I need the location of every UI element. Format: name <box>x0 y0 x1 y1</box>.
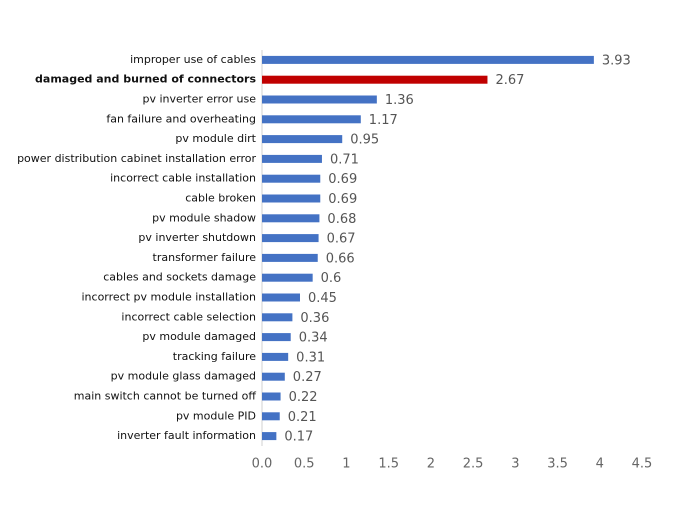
bar <box>262 75 488 84</box>
x-tick-label: 3.5 <box>547 457 568 472</box>
bar <box>262 135 343 144</box>
data-label: 0.67 <box>327 232 356 247</box>
y-tick-label: damaged and burned of connectors <box>35 73 256 86</box>
bar <box>262 313 293 322</box>
y-tick-label: cable broken <box>185 192 256 205</box>
y-tick-label: pv inverter error use <box>142 93 256 106</box>
data-label: 0.69 <box>328 192 357 207</box>
bar <box>262 234 319 243</box>
y-tick-label: inverter fault information <box>117 429 256 442</box>
x-tick-label: 0.0 <box>252 457 273 472</box>
x-tick-label: 1.5 <box>378 457 399 472</box>
y-tick-label: incorrect pv module installation <box>82 291 257 304</box>
y-tick-label: pv module damaged <box>142 330 256 343</box>
y-tick-label: pv module dirt <box>175 132 256 145</box>
bar <box>262 392 281 401</box>
bar <box>262 372 285 381</box>
bar <box>262 293 300 302</box>
y-tick-label: improper use of cables <box>130 53 256 66</box>
data-label: 0.69 <box>328 172 357 187</box>
bar <box>262 253 318 262</box>
data-label: 0.17 <box>284 430 313 445</box>
bar <box>262 115 361 124</box>
data-label: 0.34 <box>299 331 328 346</box>
bar <box>262 432 277 441</box>
y-tick-label: pv inverter shutdown <box>138 231 256 244</box>
bar <box>262 174 321 183</box>
x-tick-label: 4.5 <box>632 457 653 472</box>
y-tick-label: fan failure and overheating <box>106 112 256 125</box>
x-tick-label: 2 <box>427 457 435 472</box>
x-tick-label: 3 <box>511 457 519 472</box>
data-label: 0.71 <box>330 152 359 167</box>
bar <box>262 194 321 203</box>
y-tick-label: power distribution cabinet installation … <box>17 152 256 165</box>
bar <box>262 273 313 282</box>
y-tick-label: tracking failure <box>173 350 256 363</box>
data-label: 0.27 <box>293 370 322 385</box>
x-tick-label: 0.5 <box>294 457 315 472</box>
data-label: 0.36 <box>300 311 329 326</box>
data-label: 2.67 <box>495 73 524 88</box>
data-label: 1.17 <box>369 113 398 128</box>
x-tick-label: 4 <box>596 457 604 472</box>
bar <box>262 55 594 64</box>
data-label: 3.93 <box>602 53 631 68</box>
bar <box>262 412 280 421</box>
data-label: 1.36 <box>385 93 414 108</box>
data-label: 0.6 <box>321 271 342 286</box>
y-tick-label: cables and sockets damage <box>103 271 256 284</box>
data-label: 0.22 <box>289 390 318 405</box>
y-tick-label: pv module PID <box>176 409 256 422</box>
data-label: 0.95 <box>350 133 379 148</box>
bar <box>262 333 291 342</box>
y-tick-label: pv module glass damaged <box>111 370 256 383</box>
bar <box>262 154 322 163</box>
bar <box>262 95 377 104</box>
bar <box>262 214 320 223</box>
x-tick-label: 2.5 <box>463 457 484 472</box>
y-tick-label: pv module shadow <box>152 211 256 224</box>
data-label: 0.45 <box>308 291 337 306</box>
data-label: 0.68 <box>327 212 356 227</box>
y-tick-label: main switch cannot be turned off <box>74 390 257 403</box>
x-tick-label: 1 <box>342 457 350 472</box>
data-label: 0.66 <box>326 251 355 266</box>
data-label: 0.31 <box>296 350 325 365</box>
y-tick-label: incorrect cable selection <box>121 310 256 323</box>
bar <box>262 352 289 361</box>
data-label: 0.21 <box>288 410 317 425</box>
y-tick-label: transformer failure <box>153 251 257 264</box>
y-tick-label: incorrect cable installation <box>110 172 256 185</box>
